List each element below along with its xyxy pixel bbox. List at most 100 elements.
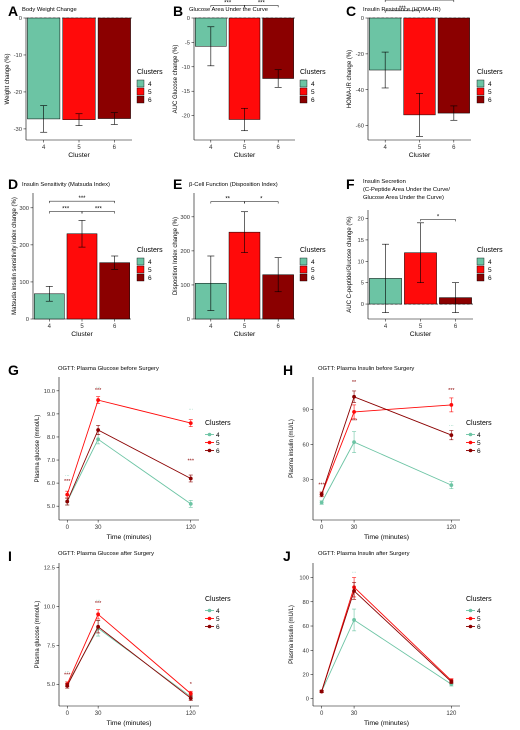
legend-label-cluster-5: 5 [488,89,492,96]
bar-cluster-5 [62,17,96,120]
panel-letter: C [346,3,356,19]
legend-title: Clusters [477,247,503,254]
legend-label-cluster-4: 4 [148,81,152,88]
legend-key-cluster-4 [136,79,145,88]
legend-label-cluster-4: 4 [311,81,315,88]
x-axis-label: Time (minutes) [106,534,151,541]
legend-label-cluster-6: 6 [148,275,152,282]
x-tick-label: 30 [351,711,358,717]
legend-key-cluster-6 [299,273,308,282]
significance-marker: ... [449,422,454,428]
y-tick-label: 5.0 [47,682,55,688]
x-tick-label: 30 [95,711,102,717]
x-tick-label: 5 [77,145,81,151]
x-tick-label: 6 [113,145,117,151]
x-tick-label: 0 [320,525,324,531]
legend-title: Clusters [205,420,231,427]
significance-label: *** [62,207,70,213]
bar-cluster-6 [97,17,131,119]
y-tick-label: 10.0 [44,389,55,395]
legend-label-cluster-4: 4 [148,259,152,266]
significance-label: *** [224,0,232,6]
line-cluster-4 [66,627,192,698]
legend-key-cluster-6 [136,95,145,104]
legend-label-cluster-6: 6 [311,97,315,104]
point-cluster-6 [319,492,324,497]
legend-label-cluster-5: 5 [477,440,481,447]
point-cluster-6 [352,394,356,399]
significance-marker: *** [448,388,455,394]
legend-label-cluster-6: 6 [311,275,315,282]
significance-marker: ** [352,380,357,386]
y-tick-label: -20 [356,52,364,58]
legend-label-cluster-5: 5 [311,89,315,96]
legend-label-cluster-6: 6 [216,624,220,631]
significance-label: * [437,214,440,220]
y-tick-label: 12.5 [44,566,55,572]
significance-label: *** [95,207,103,213]
y-tick-label: 60 [303,624,309,630]
x-axis-label: Cluster [71,331,93,338]
significance-marker: ... [352,569,357,575]
line-cluster-5 [66,399,191,495]
bar-cluster-6 [99,262,130,320]
panel-G: G OGTT: Plasma Glucose before Surgery 5.0 6… [8,362,231,541]
panel-title-line-3: Glucose Area Under the Curve) [363,195,444,201]
panel-title: Glucose Area Under the Curve [189,7,268,13]
panel-title: OGTT: Plasma Insulin before Surgery [318,366,414,372]
y-axis-label: AUC Glucose change (%) [173,45,179,114]
y-tick-label: 0 [187,16,190,22]
legend-title: Clusters [300,247,326,254]
y-tick-label: 300 [180,215,190,221]
x-tick-label: 120 [446,711,457,717]
legend-key-cluster-4 [476,257,485,266]
line-cluster-5 [66,613,192,694]
legend-title: Clusters [205,596,231,603]
y-tick-label: 200 [180,249,190,255]
y-tick-label: -20 [14,90,22,96]
point-cluster-5 [188,691,193,696]
panel-F: F Insulin Secretion (C-Peptide Area Under … [346,176,503,338]
y-tick-label: 6.0 [47,481,55,487]
y-tick-label: 200 [19,243,29,249]
panel-title: Insulin Secretion [363,179,406,185]
legend-label-cluster-5: 5 [311,267,315,274]
x-tick-label: 6 [113,324,117,330]
x-tick-label: 4 [42,145,46,151]
legend-key-cluster-4 [299,257,308,266]
y-tick-label: 0 [19,16,22,22]
legend-title: Clusters [477,69,503,76]
legend-label-cluster-4: 4 [488,81,492,88]
point-cluster-5 [65,492,70,497]
legend-key-cluster-5 [476,87,485,96]
legend-title: Clusters [466,596,492,603]
panel-letter: B [173,3,183,19]
point-cluster-6 [96,624,101,629]
legend-key-cluster-6 [476,95,485,104]
significance-label: *** [416,0,424,1]
legend-key-point-cluster-5 [207,616,212,621]
y-tick-label: -20 [182,114,190,120]
y-tick-label: 100 [19,280,29,286]
legend-title: Clusters [300,69,326,76]
y-tick-label: 9.0 [47,412,55,418]
point-cluster-6 [188,476,193,481]
significance-marker: ... [65,668,70,674]
y-tick-label: 10 [358,259,364,265]
legend-label-cluster-6: 6 [477,624,481,631]
y-tick-label: 7.0 [47,458,55,464]
x-tick-label: 4 [48,324,52,330]
legend-key-point-cluster-6 [468,448,473,453]
significance-marker: *** [188,458,195,464]
panel-letter: A [8,3,18,19]
x-axis-label: Cluster [234,331,256,338]
y-tick-label: 40 [303,648,309,654]
y-tick-label: 8.0 [47,435,55,441]
legend-title: Clusters [137,247,163,254]
legend-key-cluster-4 [136,257,145,266]
panel-J: J OGTT: Plasma Insulin after Surgery02040… [283,548,492,727]
y-tick-label: 100 [299,576,309,582]
legend-key-cluster-5 [299,87,308,96]
bar-cluster-6 [262,17,294,79]
legend-label-cluster-6: 6 [477,448,481,455]
